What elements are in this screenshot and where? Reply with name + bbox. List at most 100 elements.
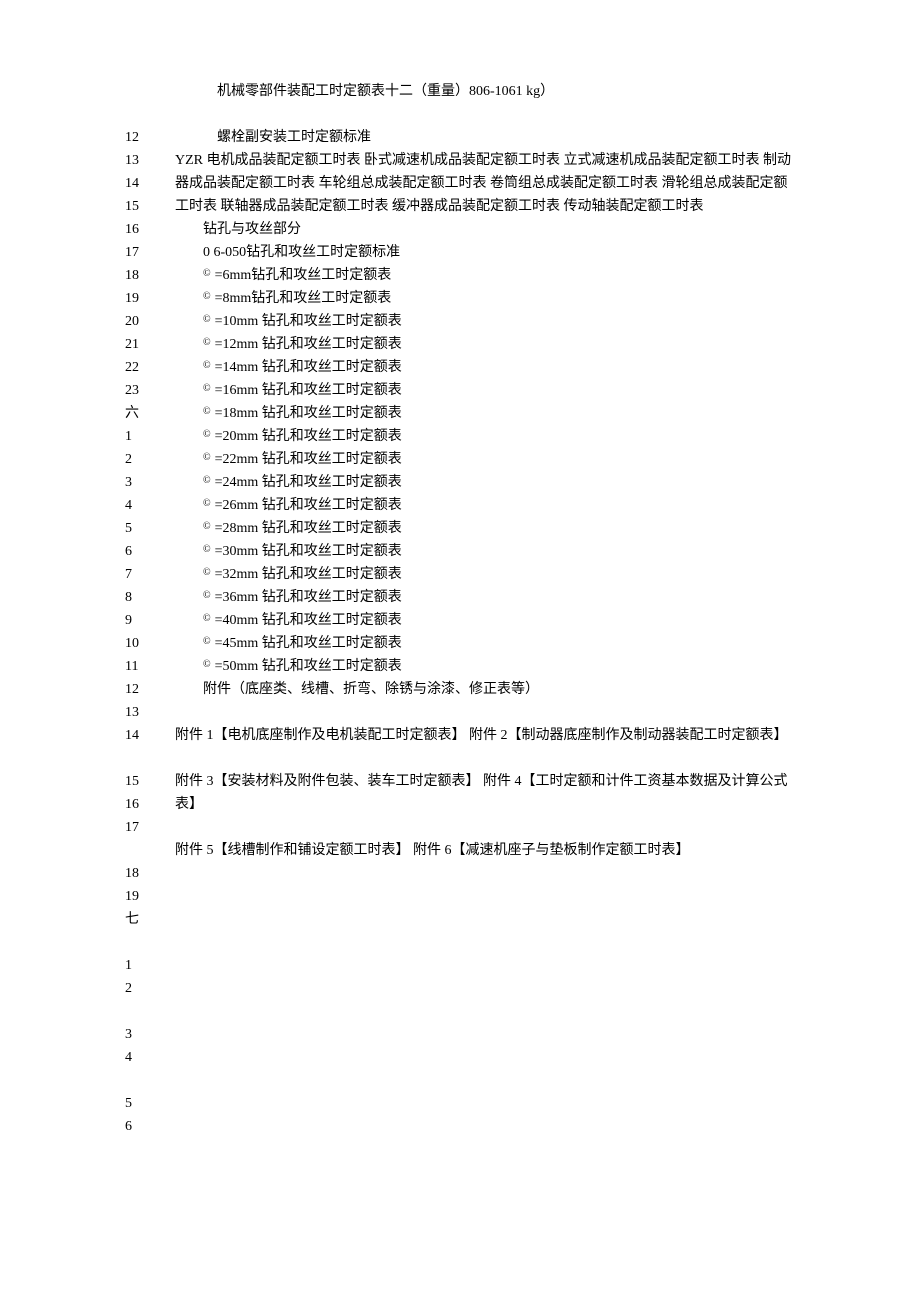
- drill-item-text: =8mm钻孔和攻丝工时定额表: [215, 291, 392, 306]
- line-number: 18: [125, 264, 155, 287]
- line-number: 15: [125, 770, 155, 793]
- circle-icon: ©: [203, 262, 211, 285]
- line-number: 2: [125, 448, 155, 471]
- drill-item: © =16mm 钻孔和攻丝工时定额表: [175, 379, 795, 402]
- drill-item-text: =16mm 钻孔和攻丝工时定额表: [215, 383, 402, 398]
- line-number: 1: [125, 954, 155, 977]
- circle-icon: ©: [203, 538, 211, 561]
- drill-item-text: =24mm 钻孔和攻丝工时定额表: [215, 475, 402, 490]
- circle-icon: ©: [203, 400, 211, 423]
- line-number: 16: [125, 793, 155, 816]
- drill-item: © =30mm 钻孔和攻丝工时定额表: [175, 540, 795, 563]
- drill-item: © =10mm 钻孔和攻丝工时定额表: [175, 310, 795, 333]
- line-number: 13: [125, 149, 155, 172]
- drill-item-text: =6mm钻孔和攻丝工时定额表: [215, 268, 392, 283]
- drill-item-text: =36mm 钻孔和攻丝工时定额表: [215, 590, 402, 605]
- drill-item: © =32mm 钻孔和攻丝工时定额表: [175, 563, 795, 586]
- line-number: 六: [125, 402, 155, 425]
- drill-item-text: =50mm 钻孔和攻丝工时定额表: [215, 659, 402, 674]
- drill-item-text: =45mm 钻孔和攻丝工时定额表: [215, 636, 402, 651]
- title-text: 机械零部件装配工时定额表十二（重量）806-1061 kg）: [175, 80, 795, 103]
- circle-icon: ©: [203, 515, 211, 538]
- text-column: 机械零部件装配工时定额表十二（重量）806-1061 kg） 螺栓副安装工时定额…: [175, 80, 795, 1138]
- circle-icon: ©: [203, 630, 211, 653]
- drill-item-text: =32mm 钻孔和攻丝工时定额表: [215, 567, 402, 582]
- line-number: 11: [125, 655, 155, 678]
- drill-item: © =26mm 钻孔和攻丝工时定额表: [175, 494, 795, 517]
- drill-item-text: =26mm 钻孔和攻丝工时定额表: [215, 498, 402, 513]
- drill-item-text: =22mm 钻孔和攻丝工时定额表: [215, 452, 402, 467]
- line-number: 14: [125, 724, 155, 747]
- circle-icon: ©: [203, 377, 211, 400]
- line-number: 17: [125, 816, 155, 839]
- line-number: 16: [125, 218, 155, 241]
- circle-icon: ©: [203, 354, 211, 377]
- circle-icon: ©: [203, 469, 211, 492]
- drill-item: © =45mm 钻孔和攻丝工时定额表: [175, 632, 795, 655]
- line-number: 20: [125, 310, 155, 333]
- line-number: 22: [125, 356, 155, 379]
- line-number: 1: [125, 425, 155, 448]
- drill-item: ©=28mm 钻孔和攻丝工时定额表: [175, 517, 795, 540]
- drill-section-title: 钻孔与攻丝部分: [175, 218, 795, 241]
- appendix-5-6: 附件 5【线槽制作和铺设定额工时表】 附件 6【减速机座子与垫板制作定额工时表】: [175, 839, 795, 862]
- line-number: 17: [125, 241, 155, 264]
- number-column: 12 13 14 15 16 17 18 19 20 21 22 23 六 1 …: [125, 80, 155, 1138]
- line-number: 23: [125, 379, 155, 402]
- document-content: 12 13 14 15 16 17 18 19 20 21 22 23 六 1 …: [125, 80, 795, 1138]
- circle-icon: ©: [203, 423, 211, 446]
- line-number: 5: [125, 517, 155, 540]
- line-number: 3: [125, 1023, 155, 1046]
- line-number: 13: [125, 701, 155, 724]
- drill-item-text: =14mm 钻孔和攻丝工时定额表: [215, 360, 402, 375]
- drill-item: © =20mm 钻孔和攻丝工时定额表: [175, 425, 795, 448]
- line-number: 8: [125, 586, 155, 609]
- yzr-paragraph: YZR 电机成品装配定额工时表 卧式减速机成品装配定额工时表 立式减速机成品装配…: [175, 149, 795, 218]
- circle-icon: ©: [203, 331, 211, 354]
- drill-item-text: =18mm 钻孔和攻丝工时定额表: [215, 406, 402, 421]
- circle-icon: ©: [203, 653, 211, 676]
- line-number: 9: [125, 609, 155, 632]
- drill-item: © =40mm 钻孔和攻丝工时定额表: [175, 609, 795, 632]
- drill-item: © =36mm 钻孔和攻丝工时定额表: [175, 586, 795, 609]
- drill-item: © =14mm 钻孔和攻丝工时定额表: [175, 356, 795, 379]
- circle-icon: ©: [203, 446, 211, 469]
- bolt-standard-text: 螺栓副安装工时定额标准: [175, 126, 795, 149]
- appendix-1-2: 附件 1【电机底座制作及电机装配工时定额表】 附件 2【制动器底座制作及制动器装…: [175, 724, 795, 747]
- line-number: 6: [125, 540, 155, 563]
- line-number: 21: [125, 333, 155, 356]
- drill-standard-text: 0 6-050钻孔和攻丝工时定额标准: [175, 241, 795, 264]
- line-number: 19: [125, 287, 155, 310]
- line-number: 5: [125, 1092, 155, 1115]
- drill-item-text: =20mm 钻孔和攻丝工时定额表: [215, 429, 402, 444]
- line-number: 18: [125, 862, 155, 885]
- line-number: 4: [125, 1046, 155, 1069]
- line-number: 12: [125, 678, 155, 701]
- appendix-title: 附件（底座类、线槽、折弯、除锈与涂漆、修正表等）: [175, 678, 795, 701]
- line-number: 2: [125, 977, 155, 1000]
- circle-icon: ©: [203, 308, 211, 331]
- line-number: 14: [125, 172, 155, 195]
- drill-item-text: =10mm 钻孔和攻丝工时定额表: [215, 314, 402, 329]
- drill-item: © =18mm 钻孔和攻丝工时定额表: [175, 402, 795, 425]
- drill-item-text: =12mm 钻孔和攻丝工时定额表: [215, 337, 402, 352]
- circle-icon: ©: [203, 492, 211, 515]
- drill-item: © =50mm 钻孔和攻丝工时定额表: [175, 655, 795, 678]
- circle-icon: ©: [203, 607, 211, 630]
- line-number: 4: [125, 494, 155, 517]
- drill-item-text: =40mm 钻孔和攻丝工时定额表: [215, 613, 402, 628]
- drill-item: © =22mm 钻孔和攻丝工时定额表: [175, 448, 795, 471]
- circle-icon: ©: [203, 561, 211, 584]
- circle-icon: ©: [203, 584, 211, 607]
- drill-item: © =6mm钻孔和攻丝工时定额表: [175, 264, 795, 287]
- line-number: 19: [125, 885, 155, 908]
- drill-item-text: =30mm 钻孔和攻丝工时定额表: [215, 544, 402, 559]
- drill-item: © =12mm 钻孔和攻丝工时定额表: [175, 333, 795, 356]
- line-number: 3: [125, 471, 155, 494]
- line-number: 12: [125, 126, 155, 149]
- line-number: 15: [125, 195, 155, 218]
- circle-icon: ©: [203, 285, 211, 308]
- appendix-3-4: 附件 3【安装材料及附件包装、装车工时定额表】 附件 4【工时定额和计件工资基本…: [175, 770, 795, 816]
- line-number: 6: [125, 1115, 155, 1138]
- drill-item: © =24mm 钻孔和攻丝工时定额表: [175, 471, 795, 494]
